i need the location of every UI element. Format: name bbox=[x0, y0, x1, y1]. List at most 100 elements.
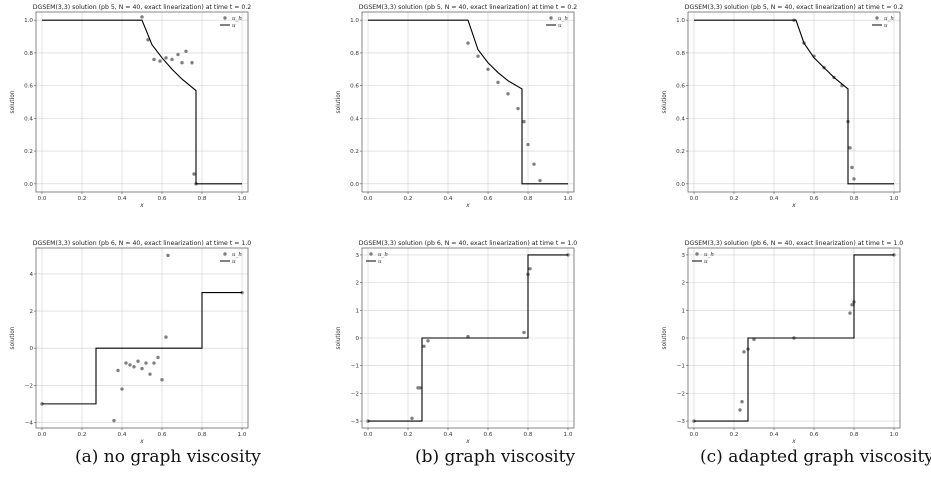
numerical-point bbox=[410, 416, 414, 421]
numerical-point bbox=[132, 365, 136, 369]
x-tick-label: 0.6 bbox=[484, 432, 493, 438]
exact-solution-line bbox=[368, 19, 568, 185]
numerical-point bbox=[538, 178, 542, 183]
legend-marker-points bbox=[369, 252, 373, 256]
x-axis-label: x bbox=[465, 203, 470, 209]
x-tick-label: 0.6 bbox=[484, 196, 493, 202]
y-tick-label: −1 bbox=[677, 364, 686, 370]
y-tick-label: 0.8 bbox=[24, 51, 33, 57]
x-tick-label: 0.0 bbox=[690, 196, 699, 202]
numerical-point bbox=[120, 387, 124, 391]
numerical-point bbox=[516, 106, 520, 111]
chart-title: DGSEM(3,3) solution (pb 6, N = 40, exact… bbox=[359, 240, 578, 247]
x-tick-label: 0.0 bbox=[364, 196, 373, 202]
x-tick-label: 0.6 bbox=[158, 196, 167, 202]
y-tick-label: 0.2 bbox=[676, 149, 685, 155]
numerical-point bbox=[160, 378, 164, 382]
x-axis-label: x bbox=[139, 439, 144, 445]
y-axis-label: solution bbox=[10, 326, 16, 349]
x-tick-label: 0.4 bbox=[770, 196, 779, 202]
numerical-point bbox=[152, 57, 156, 62]
y-tick-label: −1 bbox=[351, 364, 360, 370]
y-tick-label: 0.4 bbox=[676, 116, 685, 122]
numerical-point bbox=[532, 162, 536, 166]
numerical-point bbox=[166, 253, 170, 258]
numerical-point bbox=[148, 372, 152, 376]
numerical-point bbox=[158, 59, 162, 63]
x-tick-label: 0.4 bbox=[770, 432, 779, 438]
numerical-point bbox=[146, 38, 150, 42]
chart-panel-3: 0.0 0.2 0.4 0.6 0.8 1.0 0.0 0.2 0.4 0.6 0.8 1.0 x sol… bbox=[662, 4, 903, 209]
y-tick-label: 0.4 bbox=[24, 116, 33, 122]
y-tick-label: 3 bbox=[681, 253, 685, 259]
chart-panel-5: 0.0 0.2 0.4 0.6 0.8 1.0 −3 −2 −1 0 1 2 3 x solution DGS… bbox=[336, 240, 577, 445]
y-tick-label: 0.6 bbox=[350, 84, 359, 90]
legend-marker-points bbox=[223, 16, 227, 20]
x-tick-label: 0.4 bbox=[444, 432, 453, 438]
y-axis-label: solution bbox=[662, 90, 668, 113]
y-tick-label: −3 bbox=[351, 419, 360, 425]
x-tick-label: 0.4 bbox=[118, 432, 127, 438]
y-tick-label: 2 bbox=[29, 309, 33, 315]
y-axis-label: solution bbox=[336, 90, 342, 113]
x-axis-label: x bbox=[791, 203, 796, 209]
numerical-point bbox=[850, 303, 854, 307]
y-tick-label: −2 bbox=[677, 391, 685, 397]
numerical-point bbox=[742, 350, 746, 354]
x-tick-label: 1.0 bbox=[564, 196, 573, 202]
y-axis-label: solution bbox=[336, 326, 342, 349]
numerical-point bbox=[528, 267, 532, 271]
chart-title: DGSEM(3,3) solution (pb 6, N = 40, exact… bbox=[33, 240, 252, 247]
plot-frame bbox=[361, 11, 575, 193]
numerical-point bbox=[526, 142, 530, 147]
x-tick-label: 1.0 bbox=[564, 432, 573, 438]
y-tick-label: −2 bbox=[25, 383, 33, 389]
numerical-point bbox=[850, 165, 854, 170]
x-axis-label: x bbox=[139, 203, 144, 209]
legend-marker-points bbox=[549, 16, 553, 20]
plot-frame bbox=[35, 11, 249, 193]
exact-solution-line bbox=[368, 254, 568, 422]
y-axis-label: solution bbox=[662, 326, 668, 349]
y-tick-label: 0.6 bbox=[24, 84, 33, 90]
y-tick-label: 1.0 bbox=[24, 18, 33, 24]
y-tick-label: −2 bbox=[351, 391, 359, 397]
y-tick-label: 0 bbox=[355, 336, 359, 342]
x-tick-label: 0.6 bbox=[158, 432, 167, 438]
y-tick-label: 1 bbox=[355, 308, 359, 314]
x-tick-label: 0.2 bbox=[730, 196, 739, 202]
numerical-point bbox=[124, 361, 128, 365]
numerical-point bbox=[116, 368, 120, 373]
y-tick-label: 2 bbox=[681, 281, 685, 287]
x-axis-label: x bbox=[791, 439, 796, 445]
y-tick-label: 0 bbox=[681, 336, 685, 342]
numerical-point bbox=[418, 386, 422, 390]
x-tick-label: 0.8 bbox=[524, 196, 533, 202]
x-tick-label: 0.8 bbox=[198, 432, 207, 438]
numerical-point bbox=[466, 41, 470, 45]
x-tick-label: 0.6 bbox=[810, 432, 819, 438]
x-tick-label: 0.8 bbox=[198, 196, 207, 202]
numerical-point bbox=[740, 399, 744, 404]
legend-label-points: u_h bbox=[884, 16, 894, 22]
numerical-point bbox=[176, 52, 180, 57]
x-tick-label: 1.0 bbox=[890, 196, 899, 202]
legend-marker-points bbox=[223, 252, 227, 256]
plot-frame bbox=[35, 247, 249, 429]
x-tick-label: 0.2 bbox=[730, 432, 739, 438]
y-tick-label: 0.8 bbox=[350, 51, 359, 57]
numerical-point bbox=[848, 311, 852, 315]
numerical-point bbox=[506, 92, 510, 96]
caption-a: (a) no graph viscosity bbox=[75, 447, 261, 467]
y-tick-label: 0.4 bbox=[350, 116, 359, 122]
y-tick-label: 0.6 bbox=[676, 84, 685, 90]
exact-solution-line bbox=[42, 19, 242, 185]
caption-b: (b) graph viscosity bbox=[415, 447, 576, 467]
legend-label-points: u_h bbox=[704, 252, 714, 258]
numerical-point bbox=[156, 355, 160, 360]
x-tick-label: 0.0 bbox=[690, 432, 699, 438]
chart-panel-6: 0.0 0.2 0.4 0.6 0.8 1.0 −3 −2 −1 0 1 2 3 x solution DGS… bbox=[662, 240, 903, 445]
chart-panel-1: 0.0 0.2 0.4 0.6 0.8 1.0 0.0 0.2 0.4 0.6 0.8 1.0 x sol… bbox=[10, 4, 251, 209]
numerical-point bbox=[192, 172, 196, 176]
y-tick-label: −3 bbox=[677, 419, 686, 425]
